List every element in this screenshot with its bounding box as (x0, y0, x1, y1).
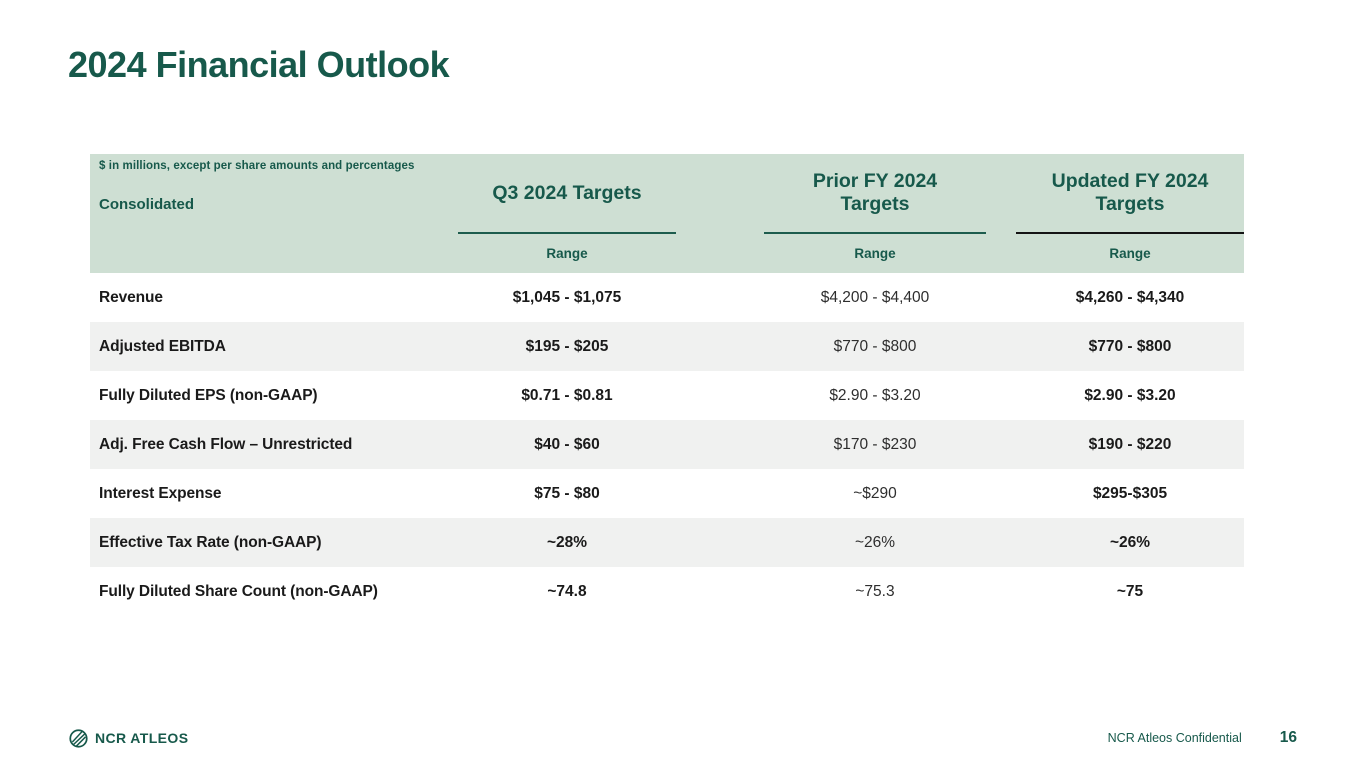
column-underline (764, 232, 986, 234)
row-label: Revenue (99, 288, 163, 306)
updated-value: $190 - $220 (1088, 435, 1172, 453)
column-header-updated-fy-2024-targets: Updated FY 2024 Targets Range (1016, 154, 1244, 273)
updated-value: ~26% (1109, 533, 1151, 551)
range-subheader: Range (854, 246, 896, 261)
row-label: Adjusted EBITDA (99, 337, 226, 355)
column-header-q3-2024-targets: Q3 2024 Targets Range (458, 154, 676, 273)
updated-value: $770 - $800 (1088, 337, 1172, 355)
units-note: $ in millions, except per share amounts … (99, 160, 415, 172)
table-header-left: $ in millions, except per share amounts … (90, 154, 458, 273)
financial-outlook-table: $ in millions, except per share amounts … (90, 154, 1244, 616)
table-row-interest-expense: Interest Expense $75 - $80 ~$290 $295-$3… (90, 469, 1244, 518)
slide-footer: NCR ATLEOS NCR Atleos Confidential 16 (68, 726, 1297, 750)
q3-value: ~28% (546, 533, 588, 551)
q3-value: $195 - $205 (525, 337, 609, 355)
row-label: Interest Expense (99, 484, 222, 502)
page-number: 16 (1279, 729, 1297, 746)
table-header: $ in millions, except per share amounts … (90, 154, 1244, 273)
row-label: Adj. Free Cash Flow – Unrestricted (99, 435, 353, 453)
q3-value: $1,045 - $1,075 (512, 288, 622, 306)
table-row-effective-tax-rate: Effective Tax Rate (non-GAAP) ~28% ~26% … (90, 518, 1244, 567)
table-row-fully-diluted-eps: Fully Diluted EPS (non-GAAP) $0.71 - $0.… (90, 371, 1244, 420)
column-underline (458, 232, 676, 234)
column-title: Updated FY 2024 Targets (1035, 154, 1225, 232)
column-underline (1016, 232, 1244, 234)
q3-value: $75 - $80 (534, 484, 600, 502)
updated-value: ~75 (1116, 582, 1144, 600)
column-title: Prior FY 2024 Targets (793, 154, 958, 232)
column-title-text: Updated FY 2024 Targets (1051, 170, 1209, 215)
column-title-text: Prior FY 2024 Targets (812, 170, 938, 215)
row-label: Fully Diluted Share Count (non-GAAP) (99, 582, 378, 600)
updated-value: $2.90 - $3.20 (1084, 386, 1176, 404)
page-title: 2024 Financial Outlook (68, 44, 450, 85)
q3-value: ~74.8 (547, 582, 587, 600)
prior-value: $4,200 - $4,400 (820, 288, 930, 306)
row-label: Effective Tax Rate (non-GAAP) (99, 533, 322, 551)
brand-name: NCR ATLEOS (95, 730, 189, 746)
prior-value: ~26% (854, 533, 896, 551)
range-subheader: Range (1109, 246, 1151, 261)
prior-value: $770 - $800 (833, 337, 917, 355)
table-row-adjusted-ebitda: Adjusted EBITDA $195 - $205 $770 - $800 … (90, 322, 1244, 371)
range-subheader: Range (546, 246, 588, 261)
ncr-atleos-globe-icon (68, 728, 89, 749)
column-title-text: Q3 2024 Targets (492, 181, 642, 204)
table-row-revenue: Revenue $1,045 - $1,075 $4,200 - $4,400 … (90, 273, 1244, 322)
column-header-prior-fy-2024-targets: Prior FY 2024 Targets Range (764, 154, 986, 273)
row-label: Fully Diluted EPS (non-GAAP) (99, 386, 318, 404)
footer-right: NCR Atleos Confidential 16 (1108, 729, 1297, 747)
updated-value: $295-$305 (1092, 484, 1168, 502)
updated-value: $4,260 - $4,340 (1075, 288, 1185, 306)
prior-value: $2.90 - $3.20 (829, 386, 921, 404)
section-label: Consolidated (99, 196, 195, 213)
table-row-fully-diluted-share-count: Fully Diluted Share Count (non-GAAP) ~74… (90, 567, 1244, 616)
confidential-label: NCR Atleos Confidential (1107, 731, 1242, 745)
column-title: Q3 2024 Targets (492, 154, 641, 232)
table-row-adj-free-cash-flow: Adj. Free Cash Flow – Unrestricted $40 -… (90, 420, 1244, 469)
q3-value: $40 - $60 (534, 435, 600, 453)
prior-value: ~75.3 (855, 582, 895, 600)
prior-value: ~$290 (853, 484, 897, 502)
brand-lockup: NCR ATLEOS (68, 728, 188, 749)
q3-value: $0.71 - $0.81 (521, 386, 613, 404)
prior-value: $170 - $230 (833, 435, 917, 453)
table-body: Revenue $1,045 - $1,075 $4,200 - $4,400 … (90, 273, 1244, 616)
